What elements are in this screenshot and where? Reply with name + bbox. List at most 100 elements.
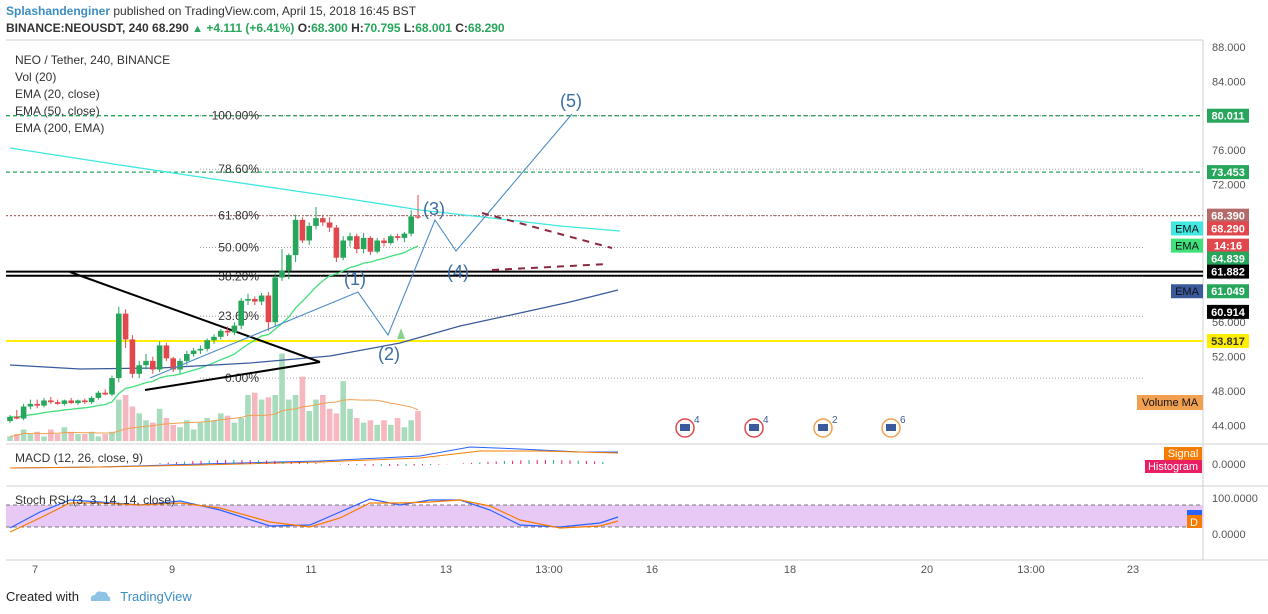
- tradingview-brand[interactable]: TradingView: [120, 589, 192, 604]
- candle-body: [245, 298, 251, 301]
- ema-tag-label: EMA: [1175, 286, 1200, 298]
- volume-bar: [150, 422, 156, 441]
- candle-body: [292, 219, 299, 256]
- price-badge-label: 61.882: [1211, 267, 1245, 279]
- price-badge: [1207, 333, 1249, 348]
- histogram-tag: [1145, 460, 1202, 473]
- legend-ema20[interactable]: EMA (20, close): [15, 87, 100, 101]
- volume-bar: [184, 420, 190, 441]
- stoch-d-label: D: [1190, 517, 1198, 529]
- volume-bar: [238, 418, 244, 441]
- signal-tag-label: Signal: [1168, 448, 1199, 460]
- symbol-line: BINANCE:NEOUSDT, 240 68.290 ▲ +4.111 (+6…: [6, 21, 505, 35]
- ema-tag: [1171, 221, 1203, 236]
- close-value: 68.290: [467, 21, 505, 35]
- candle-body: [150, 360, 156, 370]
- ema200-line: [9, 289, 619, 370]
- y-tick-label: 48.000: [1212, 386, 1246, 398]
- volume-bar: [292, 395, 299, 441]
- volume-bar: [129, 406, 136, 441]
- candle-body: [102, 392, 108, 395]
- candle-body: [54, 402, 61, 404]
- ema20-line: [9, 245, 419, 418]
- stoch-label[interactable]: Stoch RSI (3, 3, 14, 14, close): [15, 493, 176, 507]
- stoch-tick: 0.0000: [1212, 529, 1246, 541]
- created-with: Created with: [6, 589, 79, 604]
- x-tick-label: 13:00: [535, 564, 563, 576]
- y-tick-label: 76.000: [1212, 145, 1246, 157]
- legend-vol[interactable]: Vol (20): [15, 70, 57, 84]
- candle-body: [388, 236, 394, 244]
- tradingview-logo-icon: [89, 589, 111, 606]
- candle-body: [109, 378, 115, 395]
- publish-line: Splashandenginer published on TradingVie…: [6, 4, 416, 18]
- price-badge-label: 68.390: [1211, 211, 1245, 223]
- volume-bar: [224, 415, 231, 441]
- candle-body: [360, 237, 367, 250]
- signal-tag: [1164, 447, 1202, 460]
- stoch-d-tag: [1187, 515, 1202, 528]
- y-tick-label: 44.000: [1212, 420, 1246, 432]
- price-badge: [1207, 264, 1249, 279]
- volume-bar: [388, 424, 394, 441]
- volume-bar: [252, 392, 258, 441]
- volume-bar: [170, 424, 176, 441]
- volume-bar: [211, 420, 217, 441]
- candle-body: [75, 400, 81, 404]
- candle-body: [34, 403, 40, 406]
- triangle-lower-line: [144, 361, 321, 391]
- stoch-tick: 100.0000: [1212, 493, 1258, 505]
- candle-body: [211, 336, 217, 341]
- volume-bar: [306, 411, 312, 441]
- candle-body: [48, 400, 54, 403]
- volume-bar: [381, 420, 387, 441]
- volume-bar: [320, 395, 326, 441]
- candle-body: [415, 216, 421, 218]
- volume-bar: [163, 418, 170, 441]
- volume-ma-tag: [1137, 395, 1203, 410]
- volume-bar: [68, 431, 74, 441]
- candle-body: [265, 295, 272, 323]
- candle-body: [184, 354, 190, 361]
- event-count: 6: [900, 415, 906, 426]
- y-tick-label: 72.000: [1212, 180, 1246, 192]
- candle-body: [272, 277, 278, 323]
- volume-bar: [82, 434, 88, 441]
- low-label: L:: [403, 21, 416, 35]
- volume-bar: [27, 434, 34, 441]
- wave-label: (2): [378, 344, 400, 364]
- candle-body: [27, 403, 34, 407]
- candle-body: [136, 365, 142, 374]
- wave-label: (5): [560, 91, 582, 111]
- y-tick-label: 84.000: [1212, 76, 1246, 88]
- open-value: 68.300: [311, 21, 348, 35]
- candle-body: [7, 416, 13, 422]
- volume-bar: [286, 399, 292, 441]
- macd-label[interactable]: MACD (12, 26, close, 9): [15, 451, 144, 465]
- candle-body: [61, 400, 68, 404]
- candle-body: [286, 255, 292, 271]
- stoch-k-line: [9, 498, 619, 529]
- price-badge: [1207, 165, 1249, 180]
- legend-ema50[interactable]: EMA (50, close): [15, 104, 100, 118]
- price-badge-label: 73.453: [1211, 167, 1245, 179]
- stoch-band: [6, 505, 1203, 527]
- event-flag-icon: [680, 424, 690, 431]
- wave2-marker-icon: [397, 328, 405, 339]
- fib-label: 50.00%: [218, 240, 259, 254]
- price-badge-label: 80.011: [1211, 111, 1244, 123]
- candle-body: [279, 270, 285, 278]
- volume-bar: [88, 431, 95, 441]
- change: +4.111 (+6.41%): [206, 21, 295, 35]
- volume-bar: [75, 434, 81, 441]
- candle-body: [163, 345, 170, 359]
- volume-bar: [245, 395, 251, 441]
- author-name[interactable]: Splashandenginer: [6, 4, 111, 18]
- candle-body: [224, 330, 231, 333]
- x-tick-label: 13:00: [1017, 564, 1045, 576]
- legend-ema200[interactable]: EMA (200, EMA): [15, 121, 105, 135]
- candle-body: [252, 298, 258, 302]
- candle-body: [340, 240, 346, 258]
- fib-label: 61.80%: [218, 209, 259, 223]
